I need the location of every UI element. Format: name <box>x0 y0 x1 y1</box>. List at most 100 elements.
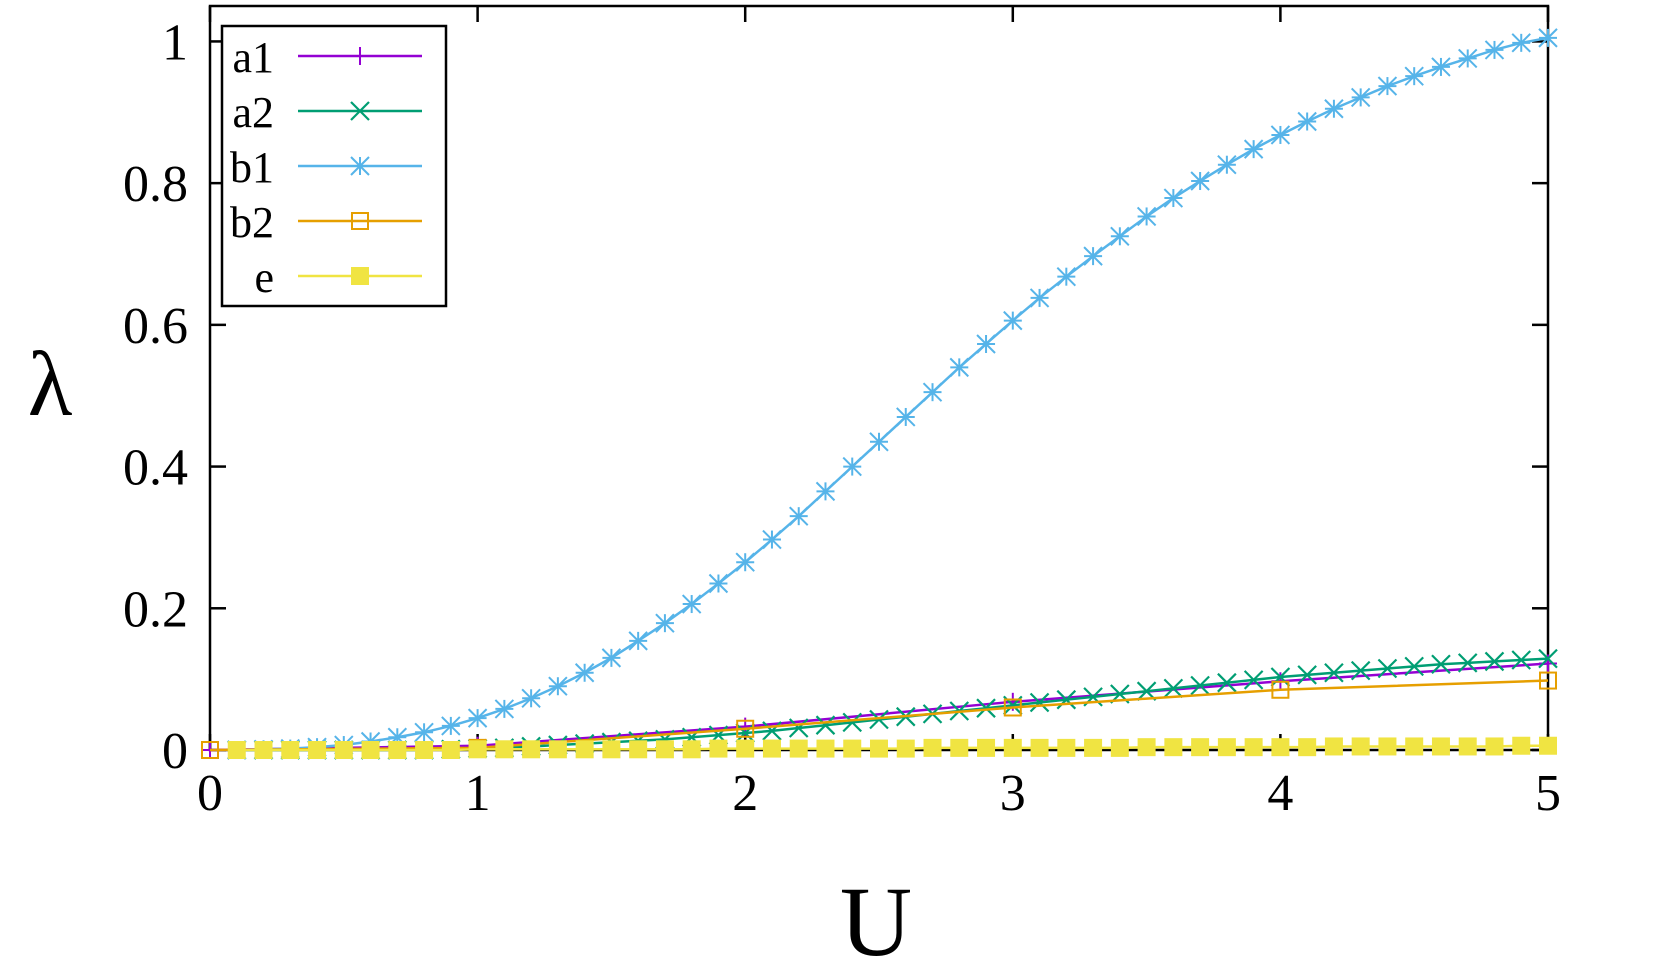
legend-label: a1 <box>232 33 274 82</box>
data-point-a2 <box>1163 678 1184 699</box>
data-point-a2 <box>869 709 889 730</box>
data-point-a2 <box>762 721 782 741</box>
data-point-b1 <box>976 334 996 354</box>
data-point-e <box>575 740 594 759</box>
data-point-a2 <box>976 698 996 718</box>
data-point-a2 <box>1484 651 1505 672</box>
data-point-a2 <box>1029 692 1050 713</box>
data-point-e <box>1164 738 1183 757</box>
data-point-b1 <box>1324 99 1344 119</box>
data-point-b2 <box>736 719 755 738</box>
data-point-b2 <box>1539 671 1557 690</box>
data-point-b1 <box>896 407 916 427</box>
legend-marker-a2 <box>350 101 370 121</box>
data-point-a2 <box>1431 654 1451 675</box>
data-point-e <box>1244 738 1263 757</box>
data-point-b1 <box>922 382 943 402</box>
data-point-e <box>281 741 300 759</box>
data-point-e <box>736 739 755 758</box>
legend-item-e: e <box>254 253 422 302</box>
data-point-e <box>1110 738 1129 757</box>
data-point-a2 <box>1270 667 1291 687</box>
data-point-b1 <box>1297 111 1317 132</box>
series-line-b1 <box>236 36 1549 752</box>
data-point-e <box>388 741 407 759</box>
legend-label: a2 <box>232 88 274 137</box>
x-axis-title: U <box>840 866 912 974</box>
data-point-b1 <box>441 716 461 736</box>
legend-label: e <box>254 253 274 302</box>
data-point-b2 <box>1003 698 1022 717</box>
data-point-a2 <box>1243 670 1264 690</box>
data-point-b1 <box>789 506 809 526</box>
data-point-a2 <box>1404 656 1424 677</box>
data-point-b1 <box>467 708 488 728</box>
data-point-a2 <box>815 715 836 735</box>
data-point-b1 <box>1431 57 1451 77</box>
y-tick-label: 0.4 <box>123 440 188 497</box>
legend-item-b1: b1 <box>230 143 422 192</box>
data-point-b2 <box>201 741 219 759</box>
data-point-a2 <box>1457 653 1478 673</box>
x-tick-label: 3 <box>1000 765 1026 822</box>
legend-item-a2: a2 <box>232 88 422 137</box>
data-point-b1 <box>1538 28 1558 48</box>
data-point-b1 <box>1404 66 1424 86</box>
data-point-b1 <box>1484 40 1505 60</box>
data-point-b1 <box>1217 155 1237 175</box>
data-point-b1 <box>1163 188 1184 208</box>
data-point-a2 <box>1511 650 1532 670</box>
data-point-e <box>629 740 648 759</box>
data-point-e <box>602 740 621 759</box>
data-point-b1 <box>1511 33 1531 53</box>
legend-marker-e <box>351 267 369 285</box>
data-point-b1 <box>1243 139 1264 159</box>
data-point-b1 <box>1003 310 1023 331</box>
data-point-e <box>1217 738 1236 757</box>
data-point-e <box>1405 737 1424 756</box>
data-point-b1 <box>1083 246 1103 266</box>
data-point-e <box>1271 738 1290 757</box>
data-point-a2 <box>1350 660 1371 681</box>
data-point-e <box>361 741 380 759</box>
data-point-b1 <box>494 699 515 719</box>
data-point-e <box>334 741 353 759</box>
y-tick-label: 0.2 <box>123 581 188 638</box>
data-point-b1 <box>869 432 889 452</box>
data-point-e <box>548 740 567 759</box>
legend-marker-a1 <box>351 47 369 65</box>
data-point-b1 <box>815 481 836 502</box>
data-point-b1 <box>1377 76 1398 96</box>
data-point-b1 <box>414 722 434 742</box>
data-point-b1 <box>1270 125 1291 145</box>
data-point-e <box>468 740 487 759</box>
data-point-e <box>923 738 942 757</box>
data-point-e <box>1431 737 1450 756</box>
data-point-e <box>1084 738 1103 757</box>
y-tick-label: 0.8 <box>123 156 188 213</box>
y-tick-label: 0.6 <box>123 298 188 355</box>
data-point-a2 <box>1538 648 1558 669</box>
data-point-e <box>977 738 996 757</box>
data-point-b1 <box>1056 266 1077 287</box>
data-point-b1 <box>1029 288 1050 308</box>
data-point-e <box>1003 738 1022 757</box>
x-tick-label: 0 <box>197 765 223 822</box>
data-point-e <box>1485 737 1504 756</box>
data-point-e <box>441 741 460 759</box>
legend-marker-b1 <box>350 156 370 176</box>
data-point-a2 <box>1297 665 1317 685</box>
data-point-a2 <box>842 712 863 733</box>
data-point-e <box>522 740 541 759</box>
data-point-b1 <box>1136 206 1157 227</box>
y-tick-label: 1 <box>162 14 188 71</box>
data-point-e <box>1539 736 1557 755</box>
data-point-e <box>1324 737 1343 756</box>
data-point-a2 <box>1190 675 1210 696</box>
y-axis-title: λ <box>28 333 73 435</box>
x-tick-label: 1 <box>465 765 491 822</box>
data-point-e <box>227 741 246 759</box>
data-point-e <box>1512 736 1531 755</box>
legend-marker-b2 <box>351 212 369 230</box>
data-point-b1 <box>521 688 541 708</box>
